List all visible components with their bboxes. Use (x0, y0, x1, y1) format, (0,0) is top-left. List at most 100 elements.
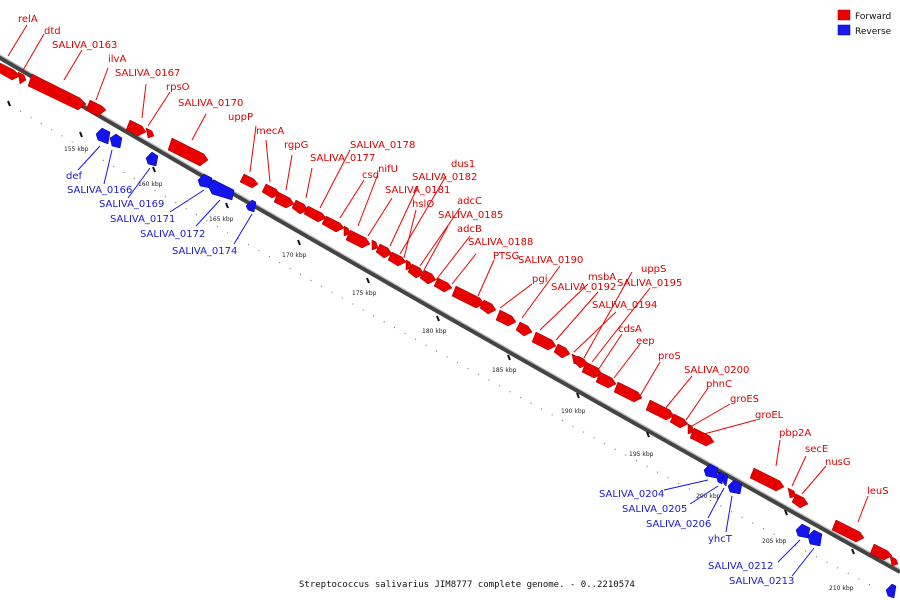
gene-label-forward[interactable]: dus1 (451, 159, 475, 170)
gene-arrow[interactable] (345, 229, 371, 249)
gene-arrow[interactable] (27, 73, 87, 111)
gene-arrow[interactable] (261, 183, 281, 199)
gene-arrow[interactable] (371, 239, 379, 251)
gene-label-forward[interactable]: nifU (378, 164, 398, 175)
gene-arrow[interactable] (145, 151, 159, 167)
gene-arrow[interactable] (669, 413, 689, 429)
gene-arrow[interactable] (109, 133, 123, 149)
gene-label-forward[interactable]: mecA (256, 126, 284, 137)
gene-label-forward[interactable]: leuS (867, 486, 889, 497)
gene-label-reverse[interactable]: SALIVA_0166 (67, 185, 132, 196)
gene-arrow[interactable] (291, 199, 309, 215)
gene-label-forward[interactable]: cdsA (618, 324, 642, 335)
gene-label-forward[interactable]: PTSG (493, 251, 519, 262)
gene-label-forward[interactable]: secE (805, 444, 828, 455)
gene-arrow[interactable] (125, 119, 147, 137)
gene-label-forward[interactable]: SALIVA_0163 (52, 40, 117, 51)
gene-arrow[interactable] (721, 473, 729, 487)
gene-label-forward[interactable]: SALIVA_0200 (684, 365, 749, 376)
gene-label-forward[interactable]: ilvA (108, 54, 126, 65)
gene-label-forward[interactable]: SALIVA_0194 (592, 300, 657, 311)
gene-label-forward[interactable]: SALIVA_0190 (518, 255, 583, 266)
gene-label-reverse[interactable]: SALIVA_0169 (99, 199, 164, 210)
gene-arrow[interactable] (0, 62, 21, 81)
gene-label-forward[interactable]: SALIVA_0167 (115, 68, 180, 79)
gene-label-reverse[interactable]: SALIVA_0204 (599, 489, 664, 500)
gene-arrow[interactable] (531, 331, 557, 351)
gene-label-reverse[interactable]: def (66, 171, 83, 182)
gene-arrow[interactable] (273, 191, 295, 209)
gene-arrow[interactable] (495, 309, 517, 327)
gene-label-forward[interactable]: SALIVA_0195 (617, 278, 682, 289)
gene-label-reverse[interactable]: SALIVA_0205 (622, 504, 687, 515)
gene-arrow[interactable] (573, 355, 589, 369)
gene-arrow[interactable] (791, 493, 809, 509)
gene-label-forward[interactable]: hslO (412, 199, 434, 210)
gene-arrow[interactable] (407, 263, 425, 279)
gene-label-forward[interactable]: SALIVA_0185 (438, 210, 503, 221)
gene-arrow[interactable] (17, 71, 27, 85)
gene-arrow[interactable] (795, 523, 811, 539)
gene-arrow[interactable] (95, 127, 111, 145)
gene-arrow[interactable] (321, 215, 345, 233)
gene-label-forward[interactable]: groEL (755, 410, 784, 421)
gene-label-forward[interactable]: nusG (825, 457, 851, 468)
gene-label-reverse[interactable]: SALIVA_0213 (729, 576, 794, 587)
gene-arrow[interactable] (553, 343, 571, 359)
gene-arrow[interactable] (869, 543, 893, 561)
gene-arrow[interactable] (375, 243, 393, 259)
gene-label-forward[interactable]: uppP (228, 112, 253, 123)
gene-label-forward[interactable]: dtd (44, 26, 61, 37)
gene-arrow[interactable] (239, 173, 259, 189)
gene-arrow[interactable] (145, 127, 155, 139)
gene-arrow[interactable] (595, 371, 617, 389)
gene-label-forward[interactable]: SALIVA_0192 (551, 282, 616, 293)
gene-label-forward[interactable]: groES (730, 394, 759, 405)
gene-label-forward[interactable]: rpsO (166, 82, 190, 93)
gene-arrow[interactable] (85, 99, 107, 117)
gene-arrow[interactable] (479, 299, 497, 315)
gene-label-forward[interactable]: SALIVA_0188 (468, 237, 533, 248)
gene-arrow[interactable] (613, 381, 643, 403)
gene-label-reverse[interactable]: SALIVA_0212 (708, 561, 773, 572)
gene-arrow[interactable] (749, 467, 785, 492)
gene-label-forward[interactable]: adcC (457, 196, 482, 207)
gene-arrow[interactable] (451, 285, 485, 309)
gene-arrow[interactable] (207, 179, 235, 201)
gene-arrow[interactable] (167, 137, 209, 167)
gene-arrow[interactable] (419, 269, 437, 285)
gene-arrow[interactable] (889, 555, 899, 567)
gene-label-forward[interactable]: csd (362, 170, 379, 181)
gene-label-forward[interactable]: pgi (532, 274, 547, 285)
gene-arrow[interactable] (303, 205, 327, 223)
gene-arrow[interactable] (807, 529, 823, 547)
gene-label-reverse[interactable]: SALIVA_0171 (110, 214, 175, 225)
gene-arrow[interactable] (645, 399, 675, 421)
gene-arrow[interactable] (689, 427, 715, 447)
gene-label-forward[interactable]: msbA (588, 272, 616, 283)
gene-arrow[interactable] (387, 251, 407, 267)
gene-label-forward[interactable]: SALIVA_0177 (310, 153, 375, 164)
gene-label-forward[interactable]: rgpG (284, 140, 308, 151)
gene-arrow[interactable] (831, 519, 865, 543)
gene-label-forward[interactable]: SALIVA_0181 (385, 185, 450, 196)
gene-label-forward[interactable]: SALIVA_0170 (178, 98, 243, 109)
gene-arrow[interactable] (515, 321, 533, 337)
gene-label-reverse[interactable]: SALIVA_0206 (646, 519, 711, 530)
gene-label-forward[interactable]: SALIVA_0182 (412, 172, 477, 183)
gene-label-forward[interactable]: relA (18, 14, 38, 25)
gene-label-forward[interactable]: SALIVA_0178 (350, 140, 415, 151)
gene-arrow[interactable] (581, 361, 603, 379)
gene-arrow[interactable] (703, 463, 719, 479)
gene-label-reverse[interactable]: yhcT (708, 534, 733, 545)
gene-arrow[interactable] (245, 199, 257, 213)
gene-arrow[interactable] (727, 479, 743, 495)
gene-label-forward[interactable]: proS (658, 351, 681, 362)
gene-arrow[interactable] (885, 583, 897, 599)
gene-arrow[interactable] (433, 277, 453, 293)
gene-label-forward[interactable]: uppS (641, 264, 666, 275)
gene-label-reverse[interactable]: SALIVA_0174 (172, 246, 237, 257)
gene-label-forward[interactable]: adcB (457, 224, 482, 235)
gene-label-forward[interactable]: eep (636, 336, 655, 347)
gene-label-forward[interactable]: phnC (706, 379, 732, 390)
